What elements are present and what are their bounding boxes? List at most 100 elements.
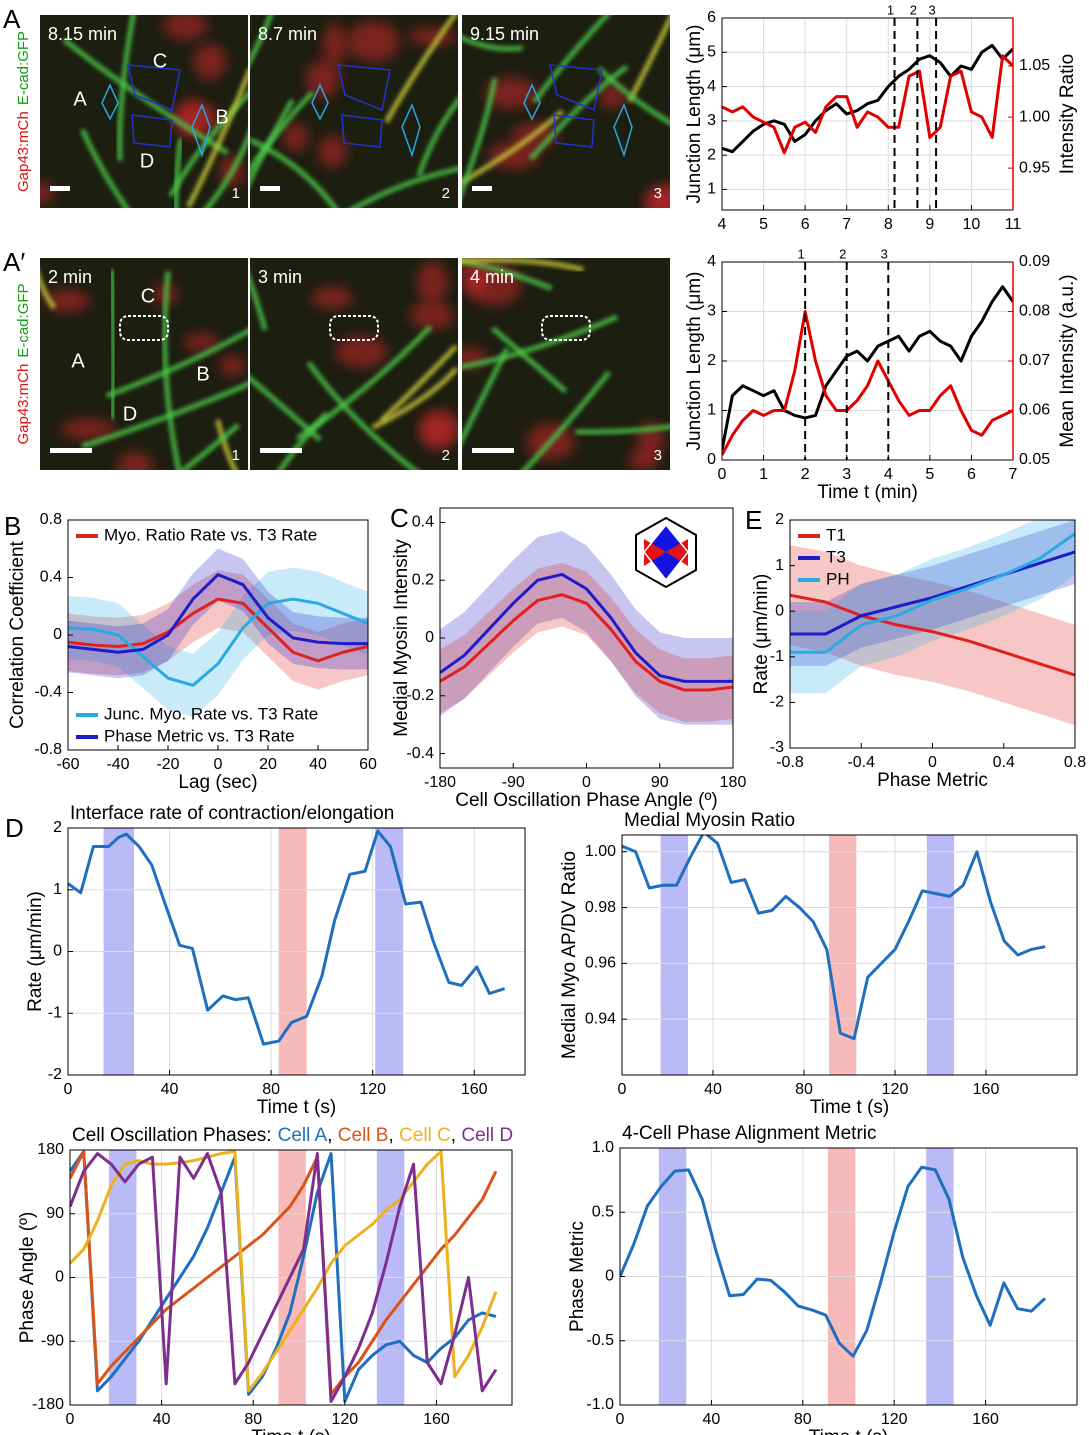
roi (523, 83, 541, 121)
y-tick-label: 3 (707, 303, 716, 320)
chart-title: Interface rate of contraction/elongation (70, 803, 394, 824)
x-tick-label: 120 (881, 1411, 908, 1428)
cell-edge (105, 328, 248, 399)
y-axis-label: Phase Angle (º) (17, 1212, 38, 1344)
legend-separator: , (388, 1125, 399, 1146)
x-tick-label: 180 (720, 774, 747, 791)
channel-red: Gap43:mCh (15, 111, 32, 192)
cell-edge (306, 360, 419, 470)
frame-index: 2 (442, 447, 450, 464)
red-blob (627, 450, 658, 470)
y-axis-label: Junction Length (μm) (684, 272, 705, 451)
x-tick-label: 0 (618, 1081, 627, 1098)
legend-entry: Cell A (278, 1125, 328, 1146)
red-blob (283, 122, 309, 152)
y-tick-label: 180 (37, 1141, 64, 1158)
channel-green: E-cad:GFP (15, 31, 32, 105)
x-axis-label: Time t (s) (809, 1427, 889, 1435)
x-tick-label: 40 (153, 1411, 171, 1428)
legend-separator: , (327, 1125, 338, 1146)
plot: -3 -2 -1 0 1 2 -0.8 -0.4 0 0.4 0.8 Phase Metric Rate… (745, 505, 1086, 791)
cell-label: A (73, 88, 87, 110)
x-tick-label: 160 (461, 1081, 488, 1098)
panel-letter: C (390, 503, 409, 533)
panel-letter: A′ (3, 247, 25, 277)
chart-title: Medial Myosin Ratio (624, 810, 795, 831)
x-tick-label: 160 (973, 1081, 1000, 1098)
plot-area (68, 828, 525, 1075)
x-tick-label: 3 (842, 466, 851, 483)
cell-edge (384, 15, 458, 124)
panel-letter: D (5, 813, 24, 843)
plot-area (722, 18, 1013, 210)
y-tick-label: -0.8 (34, 741, 62, 758)
event-label: 2 (839, 246, 846, 261)
x-axis-label: Time t (s) (257, 1097, 337, 1118)
series-line (722, 310, 1013, 456)
time-label: 4 min (470, 267, 514, 287)
x-axis-label: Lag (sec) (178, 772, 257, 793)
y-tick-label: 0.8 (40, 511, 62, 528)
image-content (462, 258, 670, 470)
time-label: 9.15 min (470, 24, 539, 44)
roi (311, 83, 329, 121)
y-tick-label: 2 (707, 146, 716, 163)
series-line (722, 285, 1013, 451)
plot-frame (619, 1147, 1078, 1406)
y-tick-label: 0.96 (585, 955, 616, 972)
x-tick-label: 0 (616, 1411, 625, 1428)
x-tick-label: 60 (359, 756, 377, 773)
red-blob (335, 336, 388, 368)
cell-edge (173, 138, 184, 208)
series-line (722, 54, 1013, 155)
red-blob (162, 15, 208, 40)
cell-edge (575, 424, 670, 435)
chart-title: 4-Cell Phase Alignment Metric (622, 1123, 877, 1144)
red-blob (220, 354, 245, 377)
x-tick-label: 0 (214, 756, 223, 773)
series-line (68, 829, 506, 1046)
plot: -180 -90 0 90 180 0 40 80 120 160 Time t (s) Phase … (17, 1125, 513, 1435)
x-tick-label: -20 (156, 756, 179, 773)
y-tick-label: 5 (707, 44, 716, 61)
x-tick-label: 10 (963, 216, 981, 233)
cell-edge (521, 370, 611, 470)
plot: 0.94 0.96 0.98 1.00 0 40 80 120 160 Time t (s) Med… (559, 810, 1078, 1118)
series-line (790, 532, 1075, 654)
micrograph: 4 min 3 (462, 258, 670, 470)
roi (541, 315, 591, 341)
micrograph: 8.15 min 1 A B C D (40, 15, 248, 208)
legend-entry: Cell B (338, 1125, 389, 1146)
x-axis-label: Phase Metric (877, 770, 988, 791)
x-tick-label: 80 (795, 1081, 813, 1098)
x-tick-label: 40 (309, 756, 327, 773)
x-tick-label: 160 (972, 1411, 999, 1428)
scale-bar (472, 186, 492, 191)
y-tick-label: -0.4 (406, 745, 434, 762)
series-line (68, 573, 368, 654)
series-line (790, 550, 1075, 636)
chart-title: Cell Oscillation Phases: Cell A, Cell B, … (72, 1125, 513, 1146)
x-tick-label: 160 (423, 1411, 450, 1428)
channel-green: E-cad:GFP (15, 283, 32, 357)
y-tick-label: 0.98 (585, 899, 616, 916)
plot-area (68, 548, 368, 717)
y-axis-label: Correlation Coefficient (7, 540, 28, 728)
x-tick-label: 4 (884, 466, 893, 483)
cell-label: A (71, 350, 85, 372)
roi (127, 64, 181, 112)
y-tick-label: 4 (707, 253, 716, 270)
y2-tick-label: 0.95 (1019, 159, 1050, 176)
red-blob (317, 135, 348, 168)
roi (337, 64, 391, 112)
red-blob (60, 419, 116, 440)
y-tick-label: -2 (770, 694, 784, 711)
y-axis-label: Medial Myosin Intensity (391, 539, 412, 737)
confidence-band (790, 545, 1075, 726)
red-blob (645, 186, 670, 208)
x-tick-label: 40 (161, 1081, 179, 1098)
